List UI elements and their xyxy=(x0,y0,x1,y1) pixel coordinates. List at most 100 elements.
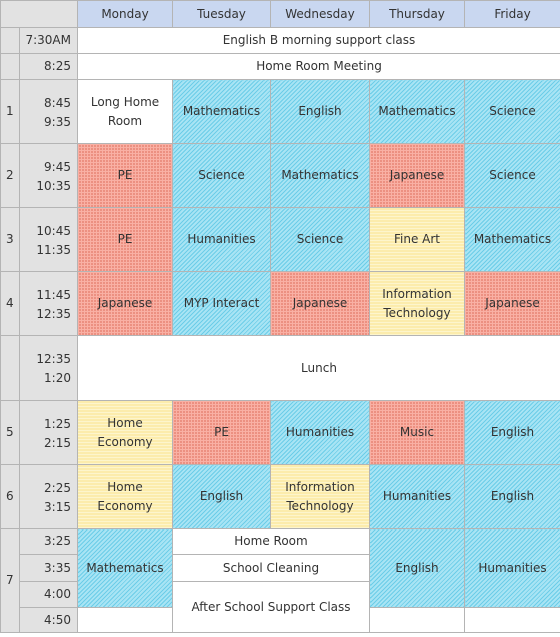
time-label: 7:30AM xyxy=(19,27,78,54)
period-number xyxy=(0,335,20,401)
period-1-row: 1 8:45 9:35 Long Home Room Mathematics En… xyxy=(0,79,560,144)
class-cell: Fine Art xyxy=(369,207,465,272)
end-time: 12:35 xyxy=(36,306,71,321)
lunch-cell: Lunch xyxy=(77,335,560,401)
time-range: 9:45 10:35 xyxy=(19,143,78,208)
time-label: 3:25 xyxy=(19,528,78,555)
homeroom-cell: Home Room xyxy=(172,528,370,555)
empty-cell xyxy=(464,607,560,633)
start-time: 8:45 xyxy=(44,95,71,110)
start-time: 1:25 xyxy=(44,416,71,431)
class-cell: Japanese xyxy=(270,271,370,336)
period-4-row: 4 11:45 12:35 Japanese MYP Interact Japan… xyxy=(0,271,560,336)
period-3-row: 3 10:45 11:35 PE Humanities Science Fine … xyxy=(0,207,560,272)
class-cell: Japanese xyxy=(77,271,173,336)
time-range: 1:25 2:15 xyxy=(19,400,78,465)
class-cell: Mathematics xyxy=(464,207,560,272)
class-cell: Mathematics xyxy=(369,79,465,144)
cleaning-cell: School Cleaning xyxy=(172,554,370,582)
empty-cell xyxy=(77,607,173,633)
class-cell: PE xyxy=(77,207,173,272)
time-range: 10:45 11:35 xyxy=(19,207,78,272)
day-header-thursday: Thursday xyxy=(369,0,465,28)
lunch-row: 12:35 1:20 Lunch xyxy=(0,335,560,401)
time-label: 3:35 xyxy=(19,554,78,582)
class-cell: Mathematics xyxy=(77,528,173,608)
class-cell: English xyxy=(464,464,560,529)
start-time: 10:45 xyxy=(36,223,71,238)
start-time: 9:45 xyxy=(44,159,71,174)
support-class-cell: After School Support Class xyxy=(172,581,370,633)
day-header-tuesday: Tuesday xyxy=(172,0,271,28)
class-cell: MYP Interact xyxy=(172,271,271,336)
period-2-row: 2 9:45 10:35 PE Science Mathematics Japan… xyxy=(0,143,560,208)
time-range: 8:45 9:35 xyxy=(19,79,78,144)
end-time: 9:35 xyxy=(44,114,71,129)
start-time: 11:45 xyxy=(36,287,71,302)
period-5-row: 5 1:25 2:15 Home Economy PE Humanities Mu… xyxy=(0,400,560,465)
period-number: 3 xyxy=(0,207,20,272)
class-cell: Humanities xyxy=(464,528,560,608)
class-cell: Information Technology xyxy=(270,464,370,529)
time-range: 2:25 3:15 xyxy=(19,464,78,529)
time-range: 12:35 1:20 xyxy=(19,335,78,401)
period-7-row-c: 4:00 After School Support Class xyxy=(1,581,560,633)
period-7-row-b: 3:35 School Cleaning xyxy=(1,554,560,582)
class-cell: Japanese xyxy=(464,271,560,336)
period-number: 5 xyxy=(0,400,20,465)
class-cell: English xyxy=(464,400,560,465)
class-cell: Humanities xyxy=(270,400,370,465)
period-number: 7 xyxy=(0,528,20,633)
class-cell: Information Technology xyxy=(369,271,465,336)
time-range: 11:45 12:35 xyxy=(19,271,78,336)
period-number: 4 xyxy=(0,271,20,336)
period-7-row-a: 7 3:25 Mathematics Home Room English Hum… xyxy=(0,528,560,633)
class-cell: English xyxy=(172,464,271,529)
class-cell: PE xyxy=(172,400,271,465)
period-number: 6 xyxy=(0,464,20,529)
start-time: 12:35 xyxy=(36,352,71,366)
class-cell: Science xyxy=(464,79,560,144)
time-label: 4:00 xyxy=(19,581,78,608)
class-cell: PE xyxy=(77,143,173,208)
period-number: 1 xyxy=(0,79,20,144)
end-time: 1:20 xyxy=(44,371,71,385)
period-number xyxy=(0,53,20,80)
corner-cell xyxy=(0,0,78,28)
time-label: 4:50 xyxy=(19,607,78,633)
class-cell: Mathematics xyxy=(270,143,370,208)
class-cell: Long Home Room xyxy=(77,79,173,144)
homeroom-meeting-cell: Home Room Meeting xyxy=(77,53,560,80)
morning-support-row: 7:30AM English B morning support class xyxy=(0,27,560,54)
class-cell: English xyxy=(369,528,465,608)
class-cell: Science xyxy=(270,207,370,272)
end-time: 2:15 xyxy=(44,435,71,450)
end-time: 10:35 xyxy=(36,178,71,193)
start-time: 2:25 xyxy=(44,480,71,495)
empty-cell xyxy=(369,607,465,633)
homeroom-meeting-row: 8:25 Home Room Meeting xyxy=(0,53,560,80)
class-cell: English xyxy=(270,79,370,144)
class-cell: Science xyxy=(464,143,560,208)
time-label: 8:25 xyxy=(19,53,78,80)
period-number: 2 xyxy=(0,143,20,208)
morning-support-cell: English B morning support class xyxy=(77,27,560,54)
period-6-row: 6 2:25 3:15 Home Economy English Informat… xyxy=(0,464,560,529)
day-header-monday: Monday xyxy=(77,0,173,28)
header-row: Monday Tuesday Wednesday Thursday Friday xyxy=(0,0,560,28)
class-cell: Home Economy xyxy=(77,464,173,529)
end-time: 11:35 xyxy=(36,242,71,257)
class-cell: Mathematics xyxy=(172,79,271,144)
class-cell: Music xyxy=(369,400,465,465)
class-cell: Japanese xyxy=(369,143,465,208)
class-cell: Humanities xyxy=(369,464,465,529)
end-time: 3:15 xyxy=(44,499,71,514)
class-cell: Science xyxy=(172,143,271,208)
period-7-row-d: 4:50 xyxy=(1,607,560,633)
period-number xyxy=(0,27,20,54)
class-cell: Home Economy xyxy=(77,400,173,465)
day-header-wednesday: Wednesday xyxy=(270,0,370,28)
day-header-friday: Friday xyxy=(464,0,560,28)
class-cell: Humanities xyxy=(172,207,271,272)
